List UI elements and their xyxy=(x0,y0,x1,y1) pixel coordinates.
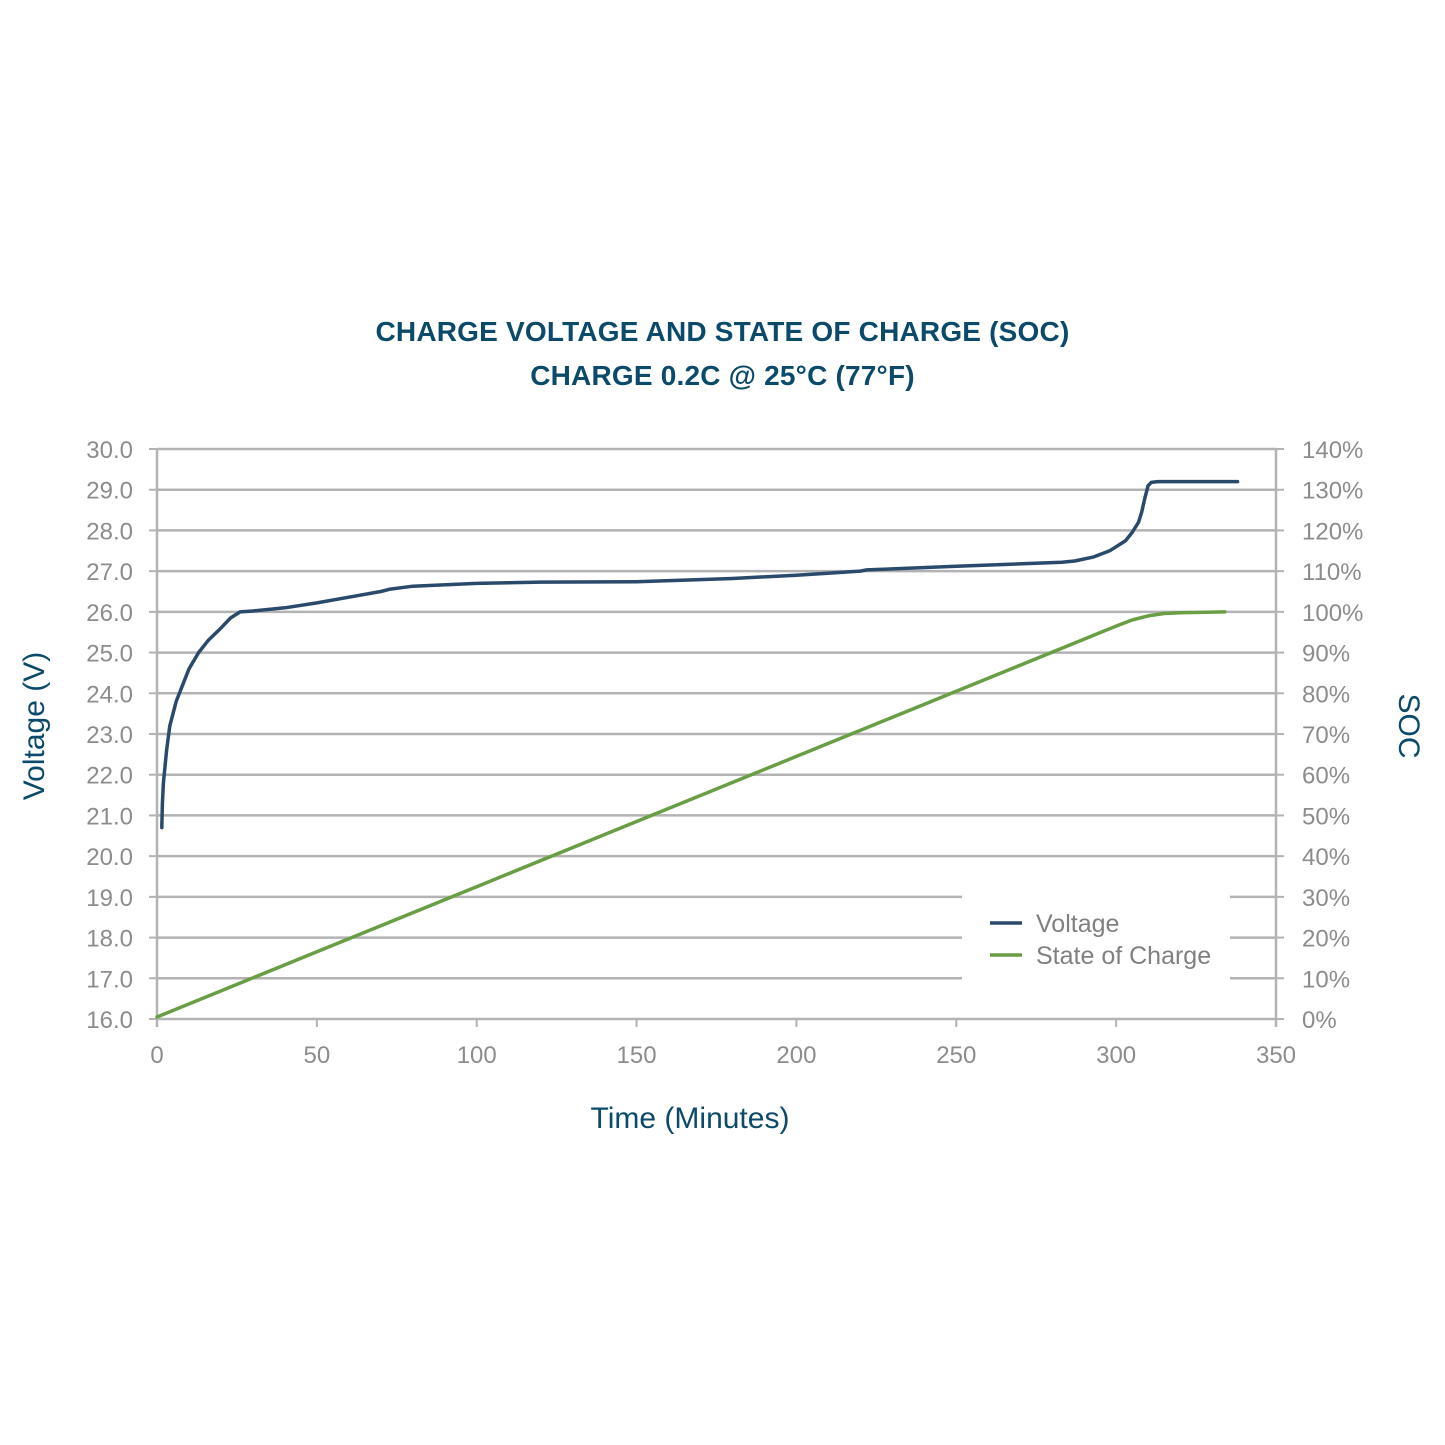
y-tick-label-right: 100% xyxy=(1302,600,1363,627)
y-tick-label-left: 17.0 xyxy=(86,966,133,993)
y-tick-label-right: 30% xyxy=(1302,885,1350,912)
axes xyxy=(149,448,1284,1027)
y-tick-label-right: 120% xyxy=(1302,518,1363,545)
legend-label-soc: State of Charge xyxy=(1036,942,1211,970)
y-tick-label-left: 22.0 xyxy=(86,763,133,790)
y-tick-label-left: 20.0 xyxy=(86,844,133,871)
series-lines xyxy=(155,479,1240,1019)
y-tick-label-left: 24.0 xyxy=(86,681,133,708)
y-axis-label-right: SOC xyxy=(1392,693,1425,758)
x-tick-label: 0 xyxy=(150,1042,163,1069)
y-tick-label-right: 110% xyxy=(1302,559,1362,586)
x-tick-label: 50 xyxy=(304,1042,331,1069)
y-tick-label-left: 21.0 xyxy=(86,803,133,830)
y-tick-label-left: 16.0 xyxy=(86,1007,133,1034)
y-tick-label-right: 60% xyxy=(1302,763,1350,790)
y-axis-label-left: Voltage (V) xyxy=(18,652,51,800)
x-tick-label: 250 xyxy=(936,1042,976,1069)
y-tick-label-left: 18.0 xyxy=(86,926,133,953)
x-axis-label: Time (Minutes) xyxy=(591,1102,790,1135)
y-tick-label-left: 29.0 xyxy=(86,478,133,505)
chart-subtitle: CHARGE 0.2C @ 25°C (77°F) xyxy=(530,360,915,391)
voltage-series-line xyxy=(160,479,1240,830)
y-tick-label-left: 27.0 xyxy=(86,559,133,586)
soc-series-line xyxy=(155,610,1227,1019)
y-tick-label-left: 26.0 xyxy=(86,600,133,627)
x-tick-label: 150 xyxy=(617,1042,657,1069)
y-tick-label-right: 10% xyxy=(1302,966,1350,993)
legend-label-voltage: Voltage xyxy=(1036,910,1119,938)
y-tick-label-left: 30.0 xyxy=(86,437,133,464)
x-tick-label: 350 xyxy=(1256,1042,1296,1069)
x-tick-label: 200 xyxy=(776,1042,816,1069)
chart-title: CHARGE VOLTAGE AND STATE OF CHARGE (SOC) xyxy=(375,316,1070,347)
y-tick-label-right: 0% xyxy=(1302,1007,1337,1034)
y-tick-label-left: 19.0 xyxy=(86,885,133,912)
tick-labels: 16.0 0% 17.0 10% 18.0 20% 19.0 30% 20.0 40% 21.0 50… xyxy=(86,437,1363,1069)
grid-lines xyxy=(157,447,1276,1021)
x-tick-label: 100 xyxy=(457,1042,497,1069)
y-tick-label-left: 23.0 xyxy=(86,722,133,749)
y-tick-label-right: 90% xyxy=(1302,641,1350,668)
y-tick-label-left: 28.0 xyxy=(86,518,133,545)
y-tick-label-right: 40% xyxy=(1302,844,1350,871)
y-tick-label-right: 20% xyxy=(1302,926,1350,953)
y-tick-label-left: 25.0 xyxy=(86,641,133,668)
y-tick-label-right: 80% xyxy=(1302,681,1350,708)
legend-box xyxy=(962,892,1230,988)
y-tick-label-right: 130% xyxy=(1302,478,1363,505)
y-tick-label-right: 140% xyxy=(1302,437,1363,464)
y-tick-label-right: 70% xyxy=(1302,722,1350,749)
y-tick-label-right: 50% xyxy=(1302,803,1350,830)
x-tick-label: 300 xyxy=(1096,1042,1136,1069)
